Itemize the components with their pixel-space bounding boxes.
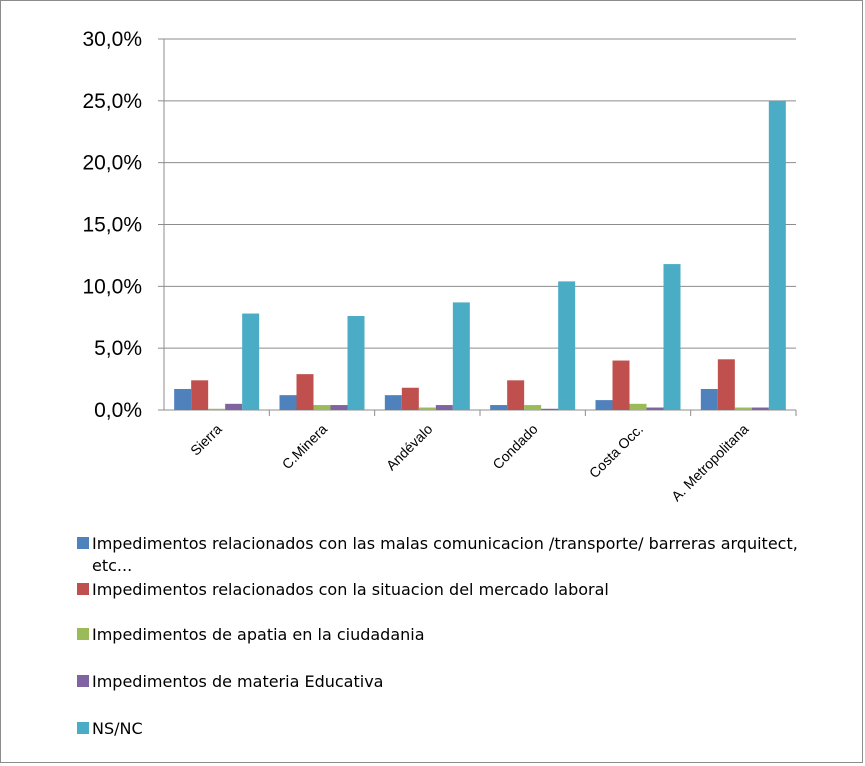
legend-swatch — [77, 675, 89, 687]
bar — [330, 405, 348, 410]
legend-label: Impedimentos relacionados con la situaci… — [92, 580, 609, 599]
bar — [717, 359, 735, 410]
bar — [612, 360, 630, 410]
bar — [296, 374, 314, 410]
bar — [768, 100, 786, 410]
y-tick-label: 30,0% — [82, 28, 142, 51]
bar — [751, 407, 769, 410]
x-tick-label: Andévalo — [383, 421, 436, 474]
bar — [629, 403, 647, 410]
y-tick-label: 0,0% — [94, 399, 142, 422]
y-tick-label: 10,0% — [82, 275, 142, 298]
legend-label: NS/NC — [92, 719, 143, 738]
legend-swatch — [77, 722, 89, 734]
x-tick-label: Costa Occ. — [586, 421, 646, 481]
legend-label: Impedimentos de materia Educativa — [92, 672, 383, 691]
legend-label-line2: etc... — [92, 556, 132, 575]
bar — [279, 395, 297, 410]
legend-swatch — [77, 537, 89, 549]
bar — [541, 408, 559, 410]
y-tick-label: 25,0% — [82, 90, 142, 113]
bar — [418, 407, 436, 410]
x-tick-label: C.Minera — [279, 421, 331, 473]
legend-label: Impedimentos relacionados con las malas … — [92, 534, 798, 553]
bar — [663, 264, 681, 410]
bar — [208, 408, 226, 410]
bar — [401, 387, 419, 410]
bar — [242, 313, 260, 410]
x-tick-label: Sierra — [187, 421, 225, 459]
bar — [313, 405, 331, 410]
legend-label: Impedimentos de apatia en la ciudadania — [92, 625, 425, 644]
bar — [734, 407, 752, 410]
bar — [174, 388, 192, 410]
bar — [191, 380, 209, 410]
x-tick-label: A. Metropolitana — [668, 421, 752, 505]
legend-swatch — [77, 583, 89, 595]
y-tick-label: 5,0% — [94, 337, 142, 360]
bar — [347, 316, 365, 410]
bar — [507, 380, 525, 410]
y-tick-label: 20,0% — [82, 152, 142, 175]
y-tick-label: 15,0% — [82, 214, 142, 237]
x-tick-label: Condado — [489, 421, 541, 473]
bar — [595, 400, 613, 410]
bar — [646, 407, 664, 410]
bar — [558, 281, 576, 410]
legend-swatch — [77, 628, 89, 640]
bar — [384, 395, 402, 410]
bar — [490, 405, 508, 410]
bar — [225, 403, 243, 410]
bar — [452, 302, 470, 410]
bar — [435, 405, 453, 410]
bar — [700, 388, 718, 410]
bar — [524, 405, 542, 410]
